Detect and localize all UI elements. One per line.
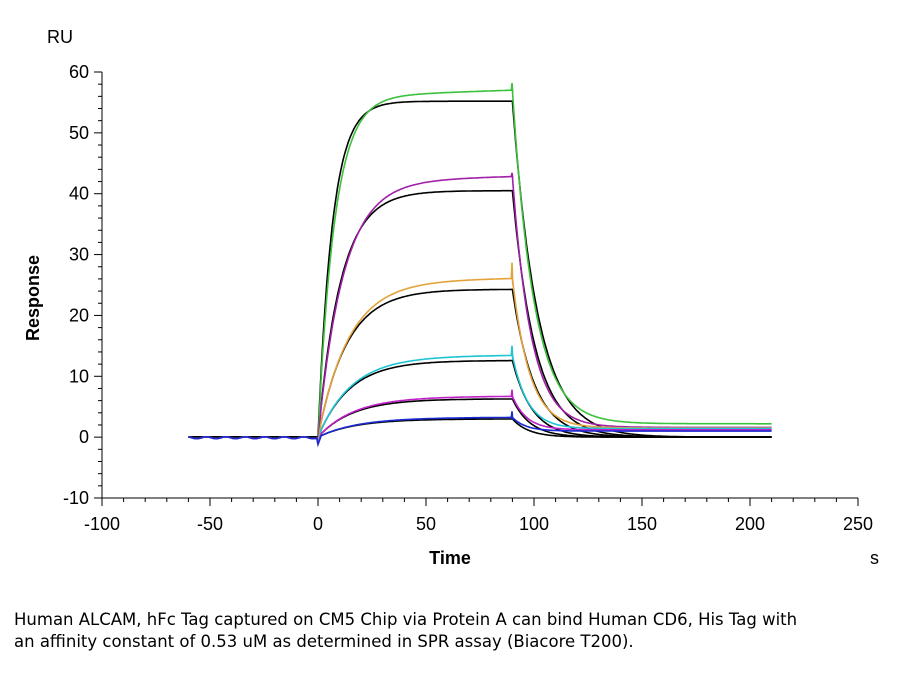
x-tick-label: 50 — [416, 514, 436, 534]
y-axis-title: Response — [23, 255, 43, 341]
x-axis-unit: s — [870, 548, 879, 568]
x-tick-label: 150 — [627, 514, 657, 534]
data-curves — [188, 82, 772, 448]
y-tick-label: 0 — [79, 427, 89, 447]
y-tick-label: 40 — [69, 184, 89, 204]
x-tick-label: 0 — [313, 514, 323, 534]
data-series-line-6 — [188, 411, 772, 448]
x-axis-title: Time — [429, 548, 471, 568]
y-tick-label: -10 — [63, 488, 89, 508]
y-tick-label: 50 — [69, 123, 89, 143]
y-axis-unit: RU — [47, 27, 73, 47]
fit-series-line-2 — [188, 189, 772, 438]
figure-caption: Human ALCAM, hFc Tag captured on CM5 Chi… — [14, 610, 798, 651]
fit-series-line-1 — [188, 100, 772, 438]
y-tick-label: 60 — [69, 62, 89, 82]
y-tick-label: 10 — [69, 366, 89, 386]
x-tick-label: 200 — [735, 514, 765, 534]
x-tick-label: 100 — [519, 514, 549, 534]
x-tick-label: -50 — [197, 514, 223, 534]
data-series-line-2 — [188, 172, 772, 445]
axes — [94, 71, 859, 506]
data-series-line-1 — [188, 82, 772, 445]
x-tick-label: -100 — [84, 514, 120, 534]
y-tick-label: 30 — [69, 245, 89, 265]
fit-curves — [188, 100, 772, 438]
y-tick-label: 20 — [69, 305, 89, 325]
fit-series-line-3 — [188, 288, 772, 438]
x-tick-label: 250 — [843, 514, 873, 534]
